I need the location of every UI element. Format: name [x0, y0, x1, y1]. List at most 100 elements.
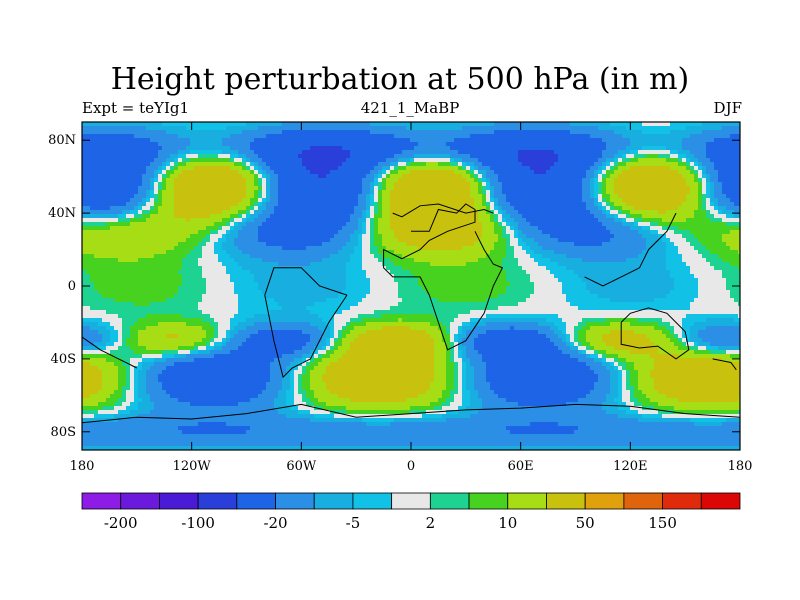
field-cell: [578, 214, 583, 219]
field-cell: [674, 222, 679, 227]
field-cell: [482, 138, 487, 143]
field-cell: [110, 226, 115, 231]
field-cell: [638, 222, 643, 227]
field-cell: [138, 146, 143, 151]
field-cell: [682, 206, 687, 211]
field-cell: [486, 138, 491, 143]
field-cell: [118, 178, 123, 183]
field-cell: [254, 154, 259, 159]
field-cell: [226, 154, 231, 159]
field-cell: [250, 178, 255, 183]
field-cell: [666, 218, 671, 223]
field-cell: [538, 158, 543, 163]
field-cell: [122, 234, 127, 239]
field-cell: [194, 182, 199, 187]
field-cell: [502, 190, 507, 195]
field-cell: [102, 226, 107, 231]
field-cell: [466, 150, 471, 155]
field-cell: [274, 130, 279, 135]
field-cell: [734, 226, 739, 231]
field-cell: [398, 126, 403, 131]
field-cell: [250, 130, 255, 135]
field-cell: [342, 178, 347, 183]
field-cell: [250, 138, 255, 143]
field-cell: [262, 234, 267, 239]
field-cell: [190, 230, 195, 235]
field-cell: [222, 202, 227, 207]
field-cell: [230, 158, 235, 163]
field-cell: [386, 142, 391, 147]
field-cell: [302, 134, 307, 139]
field-cell: [442, 226, 447, 231]
field-cell: [330, 186, 335, 191]
field-cell: [202, 210, 207, 215]
field-cell: [486, 162, 491, 167]
field-cell: [698, 190, 703, 195]
field-cell: [142, 182, 147, 187]
field-cell: [346, 150, 351, 155]
field-cell: [114, 186, 119, 191]
field-cell: [82, 210, 87, 215]
field-cell: [194, 130, 199, 135]
field-cell: [414, 170, 419, 175]
field-cell: [422, 218, 427, 223]
field-cell: [390, 134, 395, 139]
field-cell: [114, 238, 119, 243]
field-cell: [94, 122, 99, 127]
field-cell: [606, 238, 611, 243]
field-cell: [98, 122, 103, 127]
field-cell: [86, 242, 91, 247]
field-cell: [338, 238, 343, 243]
field-cell: [178, 226, 183, 231]
field-cell: [698, 214, 703, 219]
field-cell: [698, 174, 703, 179]
field-cell: [626, 146, 631, 151]
field-cell: [226, 202, 231, 207]
field-cell: [202, 174, 207, 179]
field-cell: [662, 198, 667, 203]
field-cell: [242, 222, 247, 227]
field-cell: [198, 126, 203, 131]
field-cell: [170, 134, 175, 139]
field-cell: [702, 182, 707, 187]
field-cell: [418, 130, 423, 135]
field-cell: [618, 194, 623, 199]
field-cell: [166, 226, 171, 231]
field-cell: [346, 186, 351, 191]
field-cell: [370, 186, 375, 191]
field-cell: [430, 214, 435, 219]
field-cell: [306, 198, 311, 203]
field-cell: [442, 154, 447, 159]
field-cell: [210, 166, 215, 171]
field-cell: [118, 190, 123, 195]
field-cell: [182, 242, 187, 247]
field-cell: [390, 190, 395, 195]
field-cell: [526, 210, 531, 215]
field-cell: [198, 214, 203, 219]
field-cell: [246, 154, 251, 159]
field-cell: [318, 170, 323, 175]
field-cell: [618, 162, 623, 167]
field-cell: [514, 130, 519, 135]
field-cell: [122, 138, 127, 143]
field-cell: [262, 138, 267, 143]
field-cell: [438, 122, 443, 127]
field-cell: [362, 166, 367, 171]
field-cell: [282, 190, 287, 195]
field-cell: [662, 150, 667, 155]
field-cell: [198, 222, 203, 227]
field-cell: [662, 158, 667, 163]
field-cell: [230, 142, 235, 147]
field-cell: [346, 146, 351, 151]
field-cell: [198, 218, 203, 223]
field-cell: [170, 166, 175, 171]
field-cell: [618, 206, 623, 211]
field-cell: [294, 230, 299, 235]
field-cell: [518, 218, 523, 223]
field-cell: [330, 138, 335, 143]
field-cell: [654, 150, 659, 155]
field-cell: [398, 170, 403, 175]
field-cell: [110, 134, 115, 139]
field-cell: [586, 146, 591, 151]
field-cell: [550, 194, 555, 199]
